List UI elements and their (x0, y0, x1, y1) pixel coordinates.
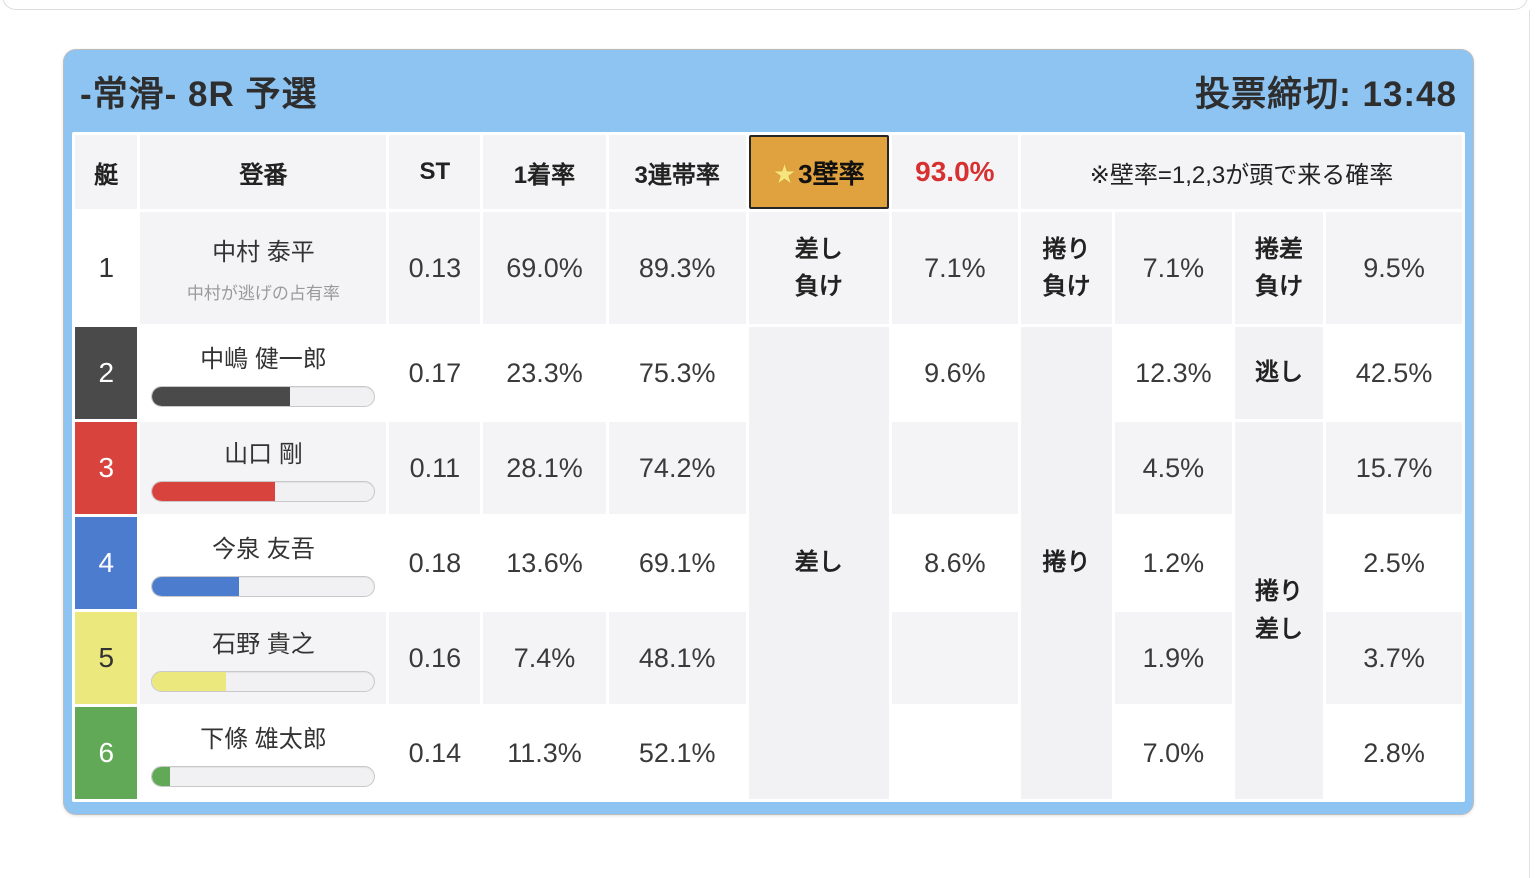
sashi-value (891, 422, 1018, 514)
race-card-header: -常滑- 8R 予選 投票締切: 13:48 (64, 50, 1473, 132)
racer-row-5: 5 石野 貴之 0.16 7.4% 48.1% 1.9% 3.7% (75, 612, 1462, 704)
racer-progress-bar (151, 386, 376, 407)
col-header-first-rate: 1着率 (483, 135, 606, 209)
racer-row-4: 4 今泉 友吾 0.18 13.6% 69.1% 8.6% 1.2% 2.5% (75, 517, 1462, 609)
first-rate-value: 7.4% (483, 612, 606, 704)
racer-row-3: 3 山口 剛 0.11 28.1% 74.2% 4.5% 捲り 差し 15.7% (75, 422, 1462, 799)
table-header-row: 艇 登番 ST 1着率 3連帯率 ★3壁率 93.0% ※壁率=1,2,3が頭で… (75, 135, 1462, 209)
top3-rate-value: 52.1% (608, 707, 746, 799)
makuri-lose-value: 7.1% (1115, 212, 1232, 324)
page-right-divider (1529, 10, 1530, 878)
makurizashi-value: 15.7% (1326, 422, 1462, 514)
boat-number: 1 (75, 212, 138, 324)
wall-rate-note: ※壁率=1,2,3が頭で来る確率 (1021, 135, 1462, 209)
racer-row-6: 6 下條 雄太郎 0.14 11.3% 52.1% 7.0% 2.8% (75, 707, 1462, 799)
label-sashi-lose: 差し 負け (748, 212, 889, 324)
st-value: 0.16 (389, 612, 481, 704)
race-title: -常滑- 8R 予選 (80, 74, 318, 114)
top3-rate-value: 75.3% (608, 327, 746, 419)
st-value: 0.18 (389, 517, 481, 609)
label-nigashi: 逃し (1234, 327, 1324, 419)
racer-progress-bar (151, 671, 376, 692)
racer-cell: 中村 泰平 中村が逃げの占有率 (140, 212, 387, 324)
racer-cell: 石野 貴之 (140, 612, 387, 704)
prediction-table: 艇 登番 ST 1着率 3連帯率 ★3壁率 93.0% ※壁率=1,2,3が頭で… (72, 132, 1465, 802)
col-header-top3-rate: 3連帯率 (608, 135, 746, 209)
prediction-table-wrap: 艇 登番 ST 1着率 3連帯率 ★3壁率 93.0% ※壁率=1,2,3が頭で… (72, 132, 1465, 802)
top3-rate-value: 48.1% (608, 612, 746, 704)
racer-cell: 下條 雄太郎 (140, 707, 387, 799)
makusa-lose-value: 9.5% (1326, 212, 1462, 324)
wall-rate-value: 93.0% (891, 135, 1018, 209)
boat-number: 4 (75, 517, 138, 609)
race-card: -常滑- 8R 予選 投票締切: 13:48 艇 登番 ST 1着率 3連帯率 … (64, 50, 1473, 814)
racer-subtitle: 中村が逃げの占有率 (186, 284, 340, 303)
top3-rate-value: 74.2% (608, 422, 746, 514)
racer-name: 下條 雄太郎 (200, 726, 327, 753)
st-value: 0.17 (389, 327, 481, 419)
racer-progress-bar (151, 576, 376, 597)
first-rate-value: 69.0% (483, 212, 606, 324)
st-value: 0.11 (389, 422, 481, 514)
nigashi-value: 42.5% (1326, 327, 1462, 419)
wall-rate-label: 3壁率 (798, 158, 865, 189)
sashi-value: 8.6% (891, 517, 1018, 609)
first-rate-value: 13.6% (483, 517, 606, 609)
racer-row-1: 1 中村 泰平 中村が逃げの占有率 0.13 69.0% 89.3% 差し 負け… (75, 212, 1462, 324)
group-label-makurizashi: 捲り 差し (1234, 422, 1324, 799)
st-value: 0.13 (389, 212, 481, 324)
makuri-value: 1.9% (1115, 612, 1232, 704)
first-rate-value: 23.3% (483, 327, 606, 419)
sashi-value (891, 707, 1018, 799)
vote-deadline: 投票締切: 13:48 (1195, 74, 1457, 114)
first-rate-value: 28.1% (483, 422, 606, 514)
racer-name: 今泉 友吾 (212, 536, 315, 563)
makuri-value: 12.3% (1115, 327, 1232, 419)
racer-cell: 今泉 友吾 (140, 517, 387, 609)
racer-name: 石野 貴之 (212, 631, 315, 658)
first-rate-value: 11.3% (483, 707, 606, 799)
group-label-sashi: 差し (748, 327, 889, 799)
makurizashi-value: 2.5% (1326, 517, 1462, 609)
racer-cell: 山口 剛 (140, 422, 387, 514)
makuri-value: 1.2% (1115, 517, 1232, 609)
group-label-makuri: 捲り (1021, 327, 1112, 799)
racer-progress-bar (151, 481, 376, 502)
sashi-value: 9.6% (891, 327, 1018, 419)
star-icon: ★ (772, 158, 797, 189)
makuri-value: 7.0% (1115, 707, 1232, 799)
racer-progress-bar (151, 766, 376, 787)
makuri-value: 4.5% (1115, 422, 1232, 514)
label-makusa-lose: 捲差 負け (1234, 212, 1324, 324)
wall-rate-toggle[interactable]: ★3壁率 (748, 135, 889, 209)
makurizashi-value: 2.8% (1326, 707, 1462, 799)
boat-number: 2 (75, 327, 138, 419)
racer-name: 中嶋 健一郎 (200, 346, 327, 373)
boat-number: 5 (75, 612, 138, 704)
boat-number: 6 (75, 707, 138, 799)
racer-name: 中村 泰平 (212, 239, 315, 266)
col-header-boat: 艇 (75, 135, 138, 209)
label-makuri-lose: 捲り 負け (1021, 212, 1112, 324)
col-header-racer: 登番 (140, 135, 387, 209)
page-top-divider (2, 0, 1528, 10)
sashi-lose-value: 7.1% (891, 212, 1018, 324)
sashi-value (891, 612, 1018, 704)
top3-rate-value: 69.1% (608, 517, 746, 609)
racer-cell: 中嶋 健一郎 (140, 327, 387, 419)
boat-number: 3 (75, 422, 138, 514)
racer-row-2: 2 中嶋 健一郎 0.17 23.3% 75.3% 差し 9.6% 捲り 12.… (75, 327, 1462, 799)
col-header-st: ST (389, 135, 481, 209)
top3-rate-value: 89.3% (608, 212, 746, 324)
makurizashi-value: 3.7% (1326, 612, 1462, 704)
racer-name: 山口 剛 (224, 441, 303, 468)
st-value: 0.14 (389, 707, 481, 799)
